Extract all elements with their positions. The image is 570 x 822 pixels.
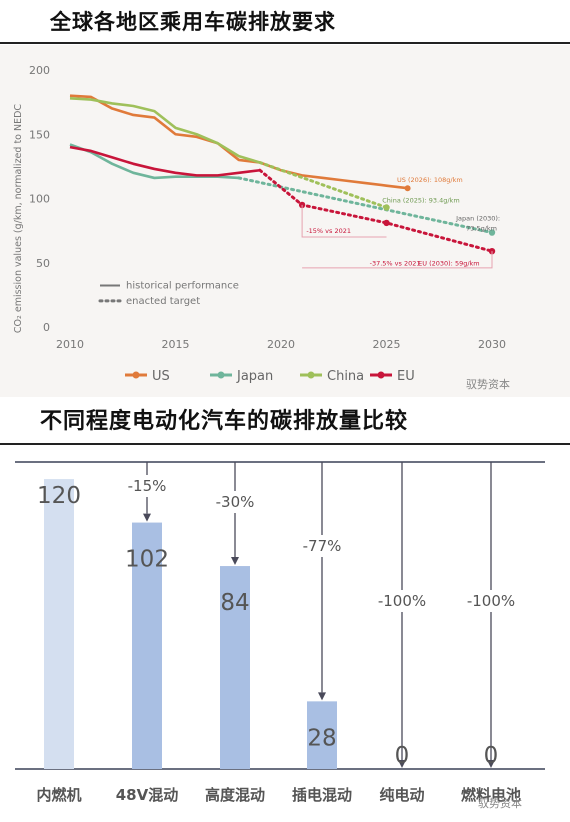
legend-marker <box>307 371 315 379</box>
category-label: 插电混动 <box>292 786 352 804</box>
x-tick-label: 2030 <box>478 338 506 351</box>
reduction-label-bg <box>302 535 342 557</box>
reduction-label: -100% <box>467 592 515 610</box>
reduction-label-bg <box>215 491 255 513</box>
series-line <box>69 143 239 180</box>
x-tick-label: 2010 <box>56 338 84 351</box>
category-label: 纯电动 <box>379 786 424 804</box>
bar-value-label: 28 <box>307 725 336 751</box>
line-chart: 0 50 100 150 200 2010 2015 2020 2025 2030 CO₂ emis… <box>13 64 506 384</box>
series-line <box>69 145 261 177</box>
category-label: 内燃机 <box>36 786 81 804</box>
bar-value-label: 0 <box>395 743 410 769</box>
watermark-top: 驭势资本 <box>466 378 510 391</box>
eu-bracket <box>301 204 387 238</box>
bar-value-label: 102 <box>125 547 169 573</box>
bar-value-label: 120 <box>37 483 81 509</box>
series-end-point <box>404 185 411 192</box>
chart1-panel: 0 50 100 150 200 2010 2015 2020 2025 2030 CO₂ emis… <box>0 45 570 397</box>
legend-label: Japan <box>236 369 273 384</box>
reduction-label: -77% <box>303 537 342 555</box>
y-tick-label: 200 <box>29 64 50 77</box>
annotation-label: EU (2030): 59g/km <box>418 259 479 267</box>
chart1-title: 全球各地区乘用车碳排放要求 <box>50 9 336 34</box>
style-key-label: historical performance <box>126 280 239 291</box>
title1-rule <box>0 42 570 44</box>
category-label: 高度混动 <box>205 786 265 804</box>
title2-rule <box>0 443 570 445</box>
bar <box>307 701 337 769</box>
series-line <box>258 168 494 253</box>
target-point <box>383 219 390 227</box>
bar <box>44 479 74 769</box>
series-line <box>258 161 388 209</box>
x-tick-label: 2015 <box>162 338 190 351</box>
bar-chart: 120 内燃机 -15% 102 48V混动 -30% 84 高度混动 -77% 28 插电混动 -1… <box>15 461 545 804</box>
legend-marker <box>217 371 225 379</box>
legend-marker <box>132 371 140 379</box>
series-line <box>69 96 261 164</box>
category-label: 燃料电池 <box>461 786 521 804</box>
reduction-arrowhead <box>143 513 151 522</box>
series-line <box>69 94 408 190</box>
bar-value-label: 0 <box>484 743 499 769</box>
x-tick-label: 2025 <box>373 338 401 351</box>
reduction-label: -100% <box>378 592 426 610</box>
y-tick-label: 100 <box>29 193 50 206</box>
bar <box>132 522 162 769</box>
reduction-label-bg <box>466 590 516 612</box>
reduction-label: -15% <box>128 477 167 495</box>
reduction-arrowhead <box>487 760 495 768</box>
reduction-arrowhead <box>231 557 239 566</box>
y-tick-label: 150 <box>29 128 50 141</box>
bar <box>220 566 250 769</box>
reduction-label-bg <box>127 475 167 497</box>
y-tick-label: 50 <box>36 257 50 270</box>
annotation-label: US (2026): 108g/km <box>397 176 463 184</box>
category-label: 48V混动 <box>116 786 178 804</box>
watermark-bottom: 驭势资本 <box>478 797 522 810</box>
chart2-title: 不同程度电动化汽车的碳排放量比较 <box>40 408 409 434</box>
bar-value-label: 84 <box>220 590 249 616</box>
target-point <box>488 229 496 236</box>
style-key-label: enacted target <box>126 296 200 307</box>
legend-label: EU <box>397 369 415 384</box>
y-tick-label: 0 <box>43 321 50 334</box>
legend-label: China <box>327 369 364 384</box>
x-tick-label: 2020 <box>267 338 295 351</box>
y-axis-label: CO₂ emission values (g/km, normalized to… <box>13 104 24 334</box>
reduction-label-bg <box>377 590 427 612</box>
reduction-arrowhead <box>398 760 406 768</box>
series-line <box>237 176 494 235</box>
reduction-label: -30% <box>216 493 255 511</box>
target-point <box>383 204 390 211</box>
annotation-label: -15% vs 2021 <box>306 227 351 235</box>
legend-label: US <box>152 369 170 384</box>
annotation-label: China (2025): 93.4g/km <box>382 196 459 204</box>
legend-marker <box>377 371 385 379</box>
annotation-label: -37.5% vs 2021 <box>370 259 421 267</box>
eu-bracket <box>302 251 493 269</box>
annotation-label: Japan (2030): 73.5g/km <box>455 214 500 232</box>
reduction-arrowhead <box>318 692 326 701</box>
